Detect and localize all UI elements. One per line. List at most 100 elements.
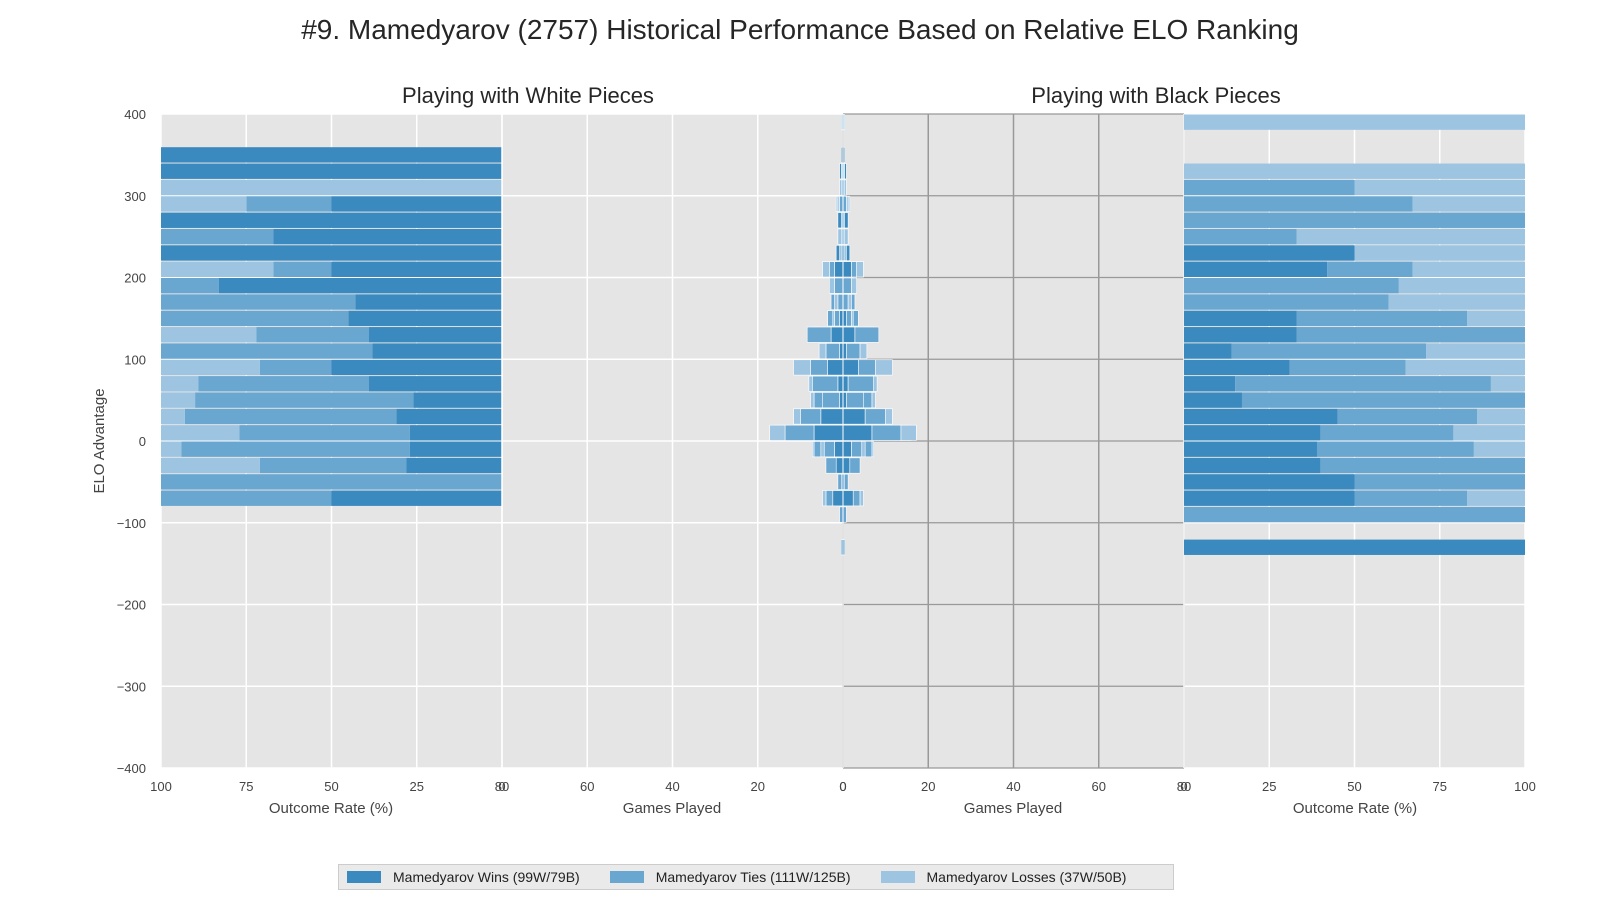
y-tick-label: 300 xyxy=(124,189,146,204)
bar-black_games-loss xyxy=(844,228,849,245)
white-panel-title: Playing with White Pieces xyxy=(402,83,654,108)
bar-black_games-tie xyxy=(842,506,847,523)
bar-black_rate-loss xyxy=(1354,245,1525,261)
bar-black_games-tie xyxy=(800,408,822,425)
bar-black_games-tie xyxy=(839,195,844,212)
bar-white_rate-loss xyxy=(161,392,196,408)
bar-white_rate-tie xyxy=(161,474,502,490)
bar-black_games-tie xyxy=(851,441,863,458)
bar-black_rate-loss xyxy=(1184,163,1525,179)
x-tick-label-black_rate: 0 xyxy=(1180,779,1187,794)
bar-white_rate-tie xyxy=(195,392,414,408)
bar-black_rate-win xyxy=(1184,539,1525,555)
black-rate-x-label: Outcome Rate (%) xyxy=(1293,800,1417,817)
bar-black_rate-tie xyxy=(1296,310,1468,327)
bar-white_rate-tie xyxy=(256,327,370,343)
white-rate-x-label: Outcome Rate (%) xyxy=(269,800,393,817)
bar-black_games-tie xyxy=(864,408,886,425)
bar-black_games-tie xyxy=(834,310,840,327)
y-tick-label: −400 xyxy=(117,761,146,776)
bar-black_rate-win xyxy=(1184,359,1290,376)
bar-black_rate-win xyxy=(1184,457,1321,474)
bar-white_rate-win xyxy=(331,490,502,506)
bar-black_games-tie xyxy=(851,261,857,278)
legend-item-wins: Mamedyarov Wins (99W/79B) xyxy=(347,869,580,885)
bar-white_rate-win xyxy=(409,425,502,441)
bar-black_games-tie xyxy=(825,343,840,360)
bar-black_rate-loss xyxy=(1467,310,1525,327)
bar-black_games-tie xyxy=(858,359,876,376)
bar-white_rate-win xyxy=(406,457,502,474)
bar-white_rate-loss xyxy=(161,457,260,474)
x-tick-label-white_rate: 100 xyxy=(150,779,172,794)
legend-item-losses: Mamedyarov Losses (37W/50B) xyxy=(880,869,1126,885)
bar-black_games-loss xyxy=(851,310,854,327)
bar-white_rate-win xyxy=(161,212,502,228)
y-tick-label: 400 xyxy=(124,107,146,122)
legend-swatch-ties xyxy=(609,871,644,883)
bar-black_games-tie xyxy=(810,359,828,376)
bar-black_games-loss xyxy=(844,245,847,261)
bar-black_games-tie xyxy=(812,375,839,392)
bar-black_games-win xyxy=(835,457,844,474)
bar-black_rate-tie xyxy=(1241,392,1525,408)
bar-black_rate-tie xyxy=(1354,474,1525,490)
bar-black_games-win xyxy=(827,359,844,376)
bar-black_games-win xyxy=(837,375,844,392)
bar-black_rate-win xyxy=(1184,261,1328,277)
bar-black_rate-loss xyxy=(1354,179,1525,196)
bar-black_rate-loss xyxy=(1453,425,1525,441)
bar-black_games-tie xyxy=(846,343,861,360)
bar-white_rate-tie xyxy=(161,490,332,506)
bar-black_games-tie xyxy=(844,473,849,490)
x-tick-label-black_games: 80 xyxy=(1177,779,1191,794)
bar-black_games-loss xyxy=(837,228,842,245)
bar-black_games-tie xyxy=(852,490,861,507)
bar-white_rate-loss xyxy=(161,179,502,196)
chart-legend: Mamedyarov Wins (99W/79B) Mamedyarov Tie… xyxy=(338,864,1174,890)
bar-black_games-tie xyxy=(846,310,852,327)
bar-white_rate-tie xyxy=(181,441,410,457)
bar-black_rate-loss xyxy=(1388,294,1525,310)
bar-black_games-win xyxy=(839,392,844,409)
bar-black_games-win xyxy=(842,408,866,425)
bar-black_games-win xyxy=(842,310,847,327)
bar-black_rate-win xyxy=(1184,425,1321,441)
legend-swatch-wins xyxy=(347,871,381,883)
bar-black_games-tie xyxy=(854,326,880,343)
bar-black_games-loss xyxy=(846,195,849,212)
bar-black_rate-loss xyxy=(1477,408,1525,425)
bar-white_rate-tie xyxy=(161,228,274,245)
bar-black_games-win xyxy=(830,326,844,343)
bar-black_games-tie xyxy=(823,441,835,458)
bar-black_rate-win xyxy=(1184,245,1355,261)
bar-white_rate-win xyxy=(273,228,502,245)
bar-white_games-loss xyxy=(871,441,874,458)
bar-black_rate-loss xyxy=(1296,228,1525,245)
bar-black_rate-tie xyxy=(1231,343,1427,359)
bar-black_games-tie xyxy=(846,392,864,409)
bar-white_rate-tie xyxy=(161,278,219,294)
bar-black_games-win xyxy=(842,424,873,441)
bar-black_games-loss xyxy=(856,261,864,278)
bar-black_rate-win xyxy=(1184,441,1317,457)
bar-black_games-loss xyxy=(769,424,786,441)
x-tick-label-black_rate: 100 xyxy=(1514,779,1536,794)
legend-item-ties: Mamedyarov Ties (111W/125B) xyxy=(609,869,851,885)
bar-white_rate-win xyxy=(331,261,502,277)
bar-black_games-loss xyxy=(885,408,893,425)
bar-black_rate-win xyxy=(1184,376,1236,392)
bar-black_rate-loss xyxy=(1490,376,1525,392)
bar-black_games-tie xyxy=(837,294,844,311)
bar-black_games-tie xyxy=(822,392,840,409)
bar-black_games-win xyxy=(842,457,851,474)
bar-white_rate-loss xyxy=(161,408,185,425)
bar-black_games-tie xyxy=(847,375,874,392)
x-tick-label-black_rate: 75 xyxy=(1433,779,1447,794)
bar-black_games-win xyxy=(813,424,844,441)
bar-white_games-loss xyxy=(810,392,815,409)
legend-swatch-losses xyxy=(880,871,915,883)
bar-black_rate-tie xyxy=(1289,359,1406,376)
